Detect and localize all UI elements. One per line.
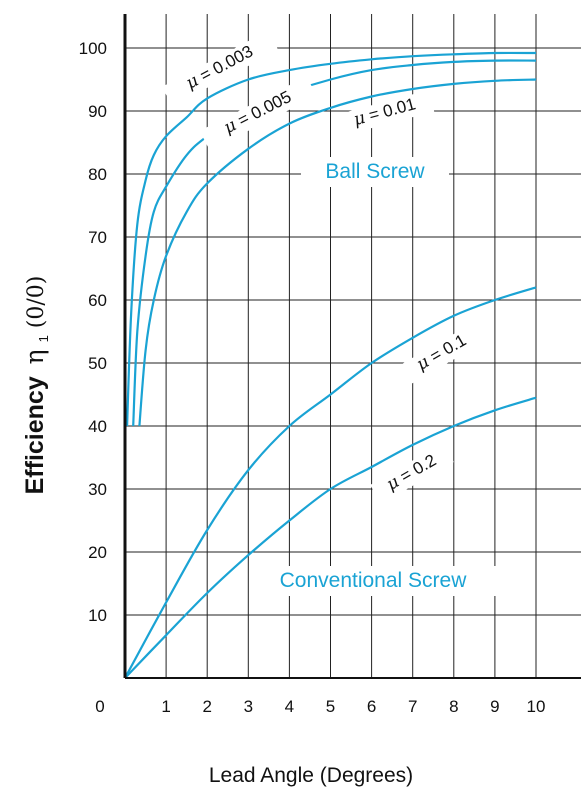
tick-labels: 1 2 3 4 5 6 7 8 9 10 10 20 30 40 50 60 70 80 90 100 bbox=[79, 39, 546, 716]
mu-02-label-bg bbox=[370, 443, 454, 505]
y-tick-label-100: 100 bbox=[79, 39, 107, 58]
y-axis-title-subscript: 1 bbox=[36, 335, 51, 342]
x-tick-label-10: 10 bbox=[527, 697, 546, 716]
y-axis-title: Efficiency η 1 (0/0) bbox=[20, 276, 54, 495]
x-tick-label-6: 6 bbox=[367, 697, 376, 716]
ball-screw-label-bg bbox=[301, 157, 449, 187]
x-tick-label-8: 8 bbox=[449, 697, 458, 716]
y-tick-label-70: 70 bbox=[88, 228, 107, 247]
y-tick-label-50: 50 bbox=[88, 354, 107, 373]
y-axis-title-main: Efficiency bbox=[21, 376, 49, 494]
mu-0005-label-group: μ = 0.005 bbox=[199, 76, 317, 151]
x-axis-title: Lead Angle (Degrees) bbox=[209, 764, 413, 787]
curve-series-3 bbox=[124, 286, 537, 679]
x-tick-label-1: 1 bbox=[161, 697, 170, 716]
curve-series-4 bbox=[124, 396, 537, 679]
origin-label: 0 bbox=[95, 697, 104, 716]
x-tick-label-5: 5 bbox=[326, 697, 335, 716]
mu-0003-label-group: μ = 0.003 bbox=[161, 30, 279, 107]
y-tick-label-10: 10 bbox=[88, 606, 107, 625]
y-tick-label-80: 80 bbox=[88, 165, 107, 184]
x-tick-label-7: 7 bbox=[408, 697, 417, 716]
y-axis-title-symbol: η bbox=[20, 349, 49, 364]
x-tick-label-2: 2 bbox=[202, 697, 211, 716]
axes bbox=[123, 14, 581, 679]
mu-0005-label-bg bbox=[199, 76, 317, 151]
x-tick-label-3: 3 bbox=[244, 697, 253, 716]
mu-001-label-bg bbox=[335, 90, 435, 137]
mu-001-label-group: μ = 0.01 bbox=[335, 90, 435, 137]
conventional-screw-label-bg bbox=[249, 566, 497, 596]
mu-0003-label: μ = 0.003 bbox=[183, 42, 257, 94]
mu-01-label-bg bbox=[400, 323, 484, 385]
ball-screw-label: Ball Screw bbox=[325, 160, 425, 183]
y-axis-title-unit: (0/0) bbox=[24, 276, 49, 329]
y-tick-label-30: 30 bbox=[88, 480, 107, 499]
y-tick-label-40: 40 bbox=[88, 417, 107, 436]
y-tick-label-20: 20 bbox=[88, 543, 107, 562]
y-tick-label-90: 90 bbox=[88, 102, 107, 121]
x-tick-label-9: 9 bbox=[490, 697, 499, 716]
mu-02-label-group: μ = 0.2 bbox=[370, 443, 454, 505]
curve-series-2 bbox=[138, 78, 537, 427]
curve-series-0 bbox=[126, 51, 537, 427]
curve-series-1 bbox=[132, 59, 537, 427]
conventional-screw-label: Conventional Screw bbox=[280, 569, 468, 592]
x-tick-label-4: 4 bbox=[285, 697, 294, 716]
mu-0003-label-bg bbox=[161, 30, 279, 107]
y-tick-label-60: 60 bbox=[88, 291, 107, 310]
